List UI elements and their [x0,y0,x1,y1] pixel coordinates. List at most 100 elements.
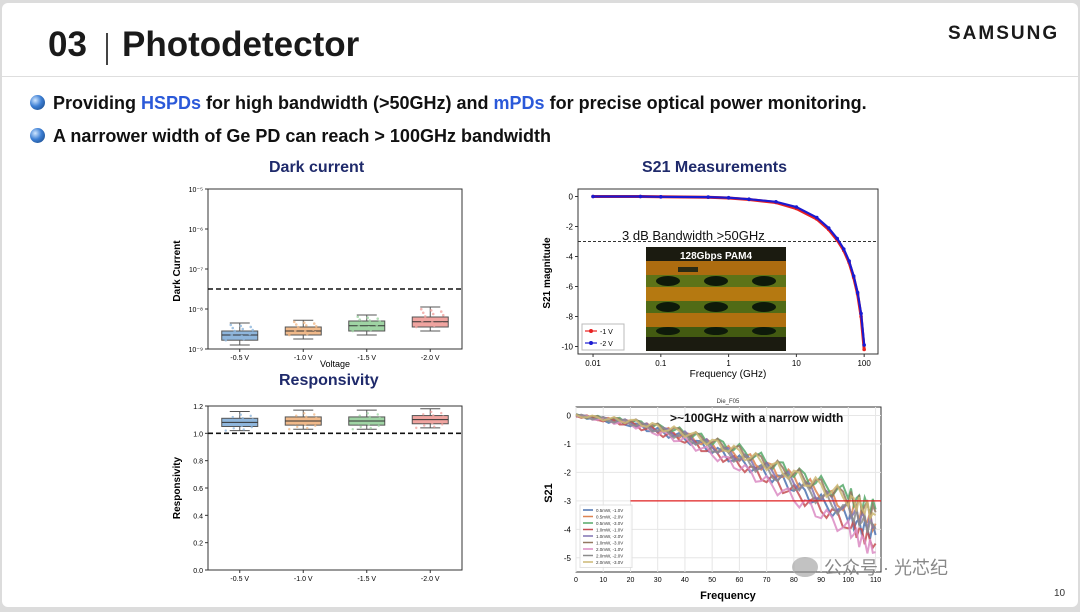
bullet-1: Providing HSPDs for high bandwidth (>50G… [30,93,867,114]
narrow-width-legend-label: 2.0mW, -1.0V [596,547,623,552]
narrow-width-subtitle: Die_F05 [717,399,740,405]
s21-ytick-label: -2 [566,223,574,232]
dark-current-ytick-label: 10⁻⁹ [189,347,203,354]
caption-s21: S21 Measurements [642,159,787,176]
narrow-width-legend-label: 0.5mW, -2.0V [596,515,623,520]
narrow-width-legend-label: 0.5mW, -3.0V [596,521,623,526]
s21-xtick-label: 0.1 [655,359,667,368]
brand-logo: SAMSUNG [948,23,1060,44]
narrow-width-legend-label: 2.0mW, -2.0V [596,554,623,559]
dark-current-box [284,319,322,340]
responsivity-chart: 1.2 1.0 0.8 0.6 0.4 0.2 0.0 -0.5 V -1.0 V -1.5 V… [172,404,463,583]
narrow-width-ytick-label: -1 [564,440,572,449]
watermark: 公众号 · 光芯纪 [824,558,948,578]
s21-ytick-label: -10 [561,343,573,352]
s21-point [659,195,663,199]
responsivity-ytick-label: 1.0 [193,431,203,438]
bullet-orb-icon [30,95,45,110]
s21-point [638,194,643,199]
narrow-width-ytick-label: -5 [564,554,572,563]
narrow-width-legend-label: 0.5mW, -1.0V [596,508,623,513]
s21-point [747,197,751,201]
s21-point [855,290,860,295]
narrow-width-ylabel: S21 [543,483,555,503]
eye-inset-label: 128Gbps PAM4 [680,251,752,262]
page-number: 10 [1054,588,1066,599]
dark-current-chart: 10⁻⁵ 10⁻⁶ 10⁻⁷ 10⁻⁸ 10⁻⁹ -0.5 V -1.0 V -1.5 V -… [172,187,463,369]
s21-ytick-label: -6 [566,283,574,292]
dark-current-ytick-label: 10⁻⁵ [189,187,203,194]
dark-current-xtick-label: -1.0 V [294,355,313,362]
highlight-mpds: mPDs [493,93,545,113]
header-rule [2,76,1078,77]
legend-series-2: -2 V [600,341,613,348]
s21-point [835,236,839,241]
s21-point [706,195,710,199]
responsivity-ytick-label: 0.4 [193,513,203,520]
narrow-width-xtick-label: 90 [817,577,825,584]
responsivity-xtick-label: -0.5 V [230,576,249,583]
narrow-width-ytick-label: -3 [564,497,572,506]
s21-ytick-label: -8 [566,313,574,322]
s21-point [726,195,731,200]
s21-ytick-label: -4 [566,253,574,262]
dark-current-box [411,306,449,332]
responsivity-box [221,410,259,432]
narrow-width-xtick-label: 0 [574,577,578,584]
narrow-width-legend: 0.5mW, -1.0V 0.5mW, -2.0V0.5mW, -3.0V 1.0m… [579,504,633,568]
s21-point [826,226,831,230]
dark-current-box [221,322,259,346]
bullet-2: A narrower width of Ge PD can reach > 10… [30,126,551,147]
dark-current-xlabel: Voltage [320,359,350,369]
responsivity-ytick-label: 0.6 [193,486,203,493]
narrow-width-xlabel: Frequency [700,590,757,602]
wechat-icon [792,557,818,577]
section-number: 03 [48,25,87,64]
s21-legend: -1 V -2 V [581,323,625,351]
narrow-width-annotation: >~100GHz with a narrow width [670,411,843,425]
s21-point [591,194,595,199]
s21-xtick-label: 10 [792,359,801,368]
dark-current-xtick-label: -2.0 V [421,355,440,362]
narrow-width-xtick-label: 30 [654,577,662,584]
narrow-width-xtick-label: 40 [681,577,689,584]
dark-current-ylabel: Dark Current [172,240,183,302]
s21-point [774,199,778,204]
responsivity-xtick-label: -1.5 V [357,576,376,583]
s21-point [814,215,819,220]
narrow-width-ytick-label: -4 [564,525,572,534]
narrow-width-xtick-label: 70 [763,577,771,584]
responsivity-ytick-label: 0.8 [193,459,203,466]
narrow-width-series-line [575,413,877,522]
narrow-width-xtick-label: 110 [870,577,881,584]
narrow-width-xtick-label: 80 [790,577,798,584]
narrow-width-legend-label: 1.0mW, -3.0V [596,541,623,546]
slide-title: Photodetector [122,25,360,64]
s21-point [847,259,851,263]
caption-responsivity: Responsivity [279,372,379,389]
dark-current-xtick-label: -0.5 V [230,355,249,362]
s21-xtick-label: 100 [857,359,871,368]
responsivity-xtick-label: -2.0 V [421,576,440,583]
narrow-width-xtick-label: 10 [599,577,607,584]
bullet-orb-icon [30,128,45,143]
narrow-width-xtick-label: 60 [735,577,743,584]
narrow-width-legend-label: 1.0mW, -2.0V [596,534,623,539]
responsivity-ytick-label: 1.2 [193,404,203,411]
responsivity-ytick-label: 0.0 [193,568,203,575]
slide: 03 Photodetector SAMSUNG Providing HSPDs… [2,3,1078,607]
narrow-width-xtick-label: 50 [708,577,716,584]
responsivity-box [411,408,449,430]
s21-point [859,311,863,316]
title-divider [106,33,108,65]
s21-xtick-label: 0.01 [585,359,601,368]
s21-annotation: 3 dB Bandwidth >50GHz [622,228,765,243]
s21-ylabel: S21 magnitude [542,237,553,309]
highlight-hspds: HSPDs [141,93,202,113]
dark-current-xtick-label: -1.5 V [357,355,376,362]
responsivity-box [284,409,322,431]
responsivity-ylabel: Responsivity [172,456,183,519]
s21-ytick-label: 0 [569,193,574,202]
s21-point [794,205,799,209]
narrow-width-ytick-label: -2 [564,468,572,477]
